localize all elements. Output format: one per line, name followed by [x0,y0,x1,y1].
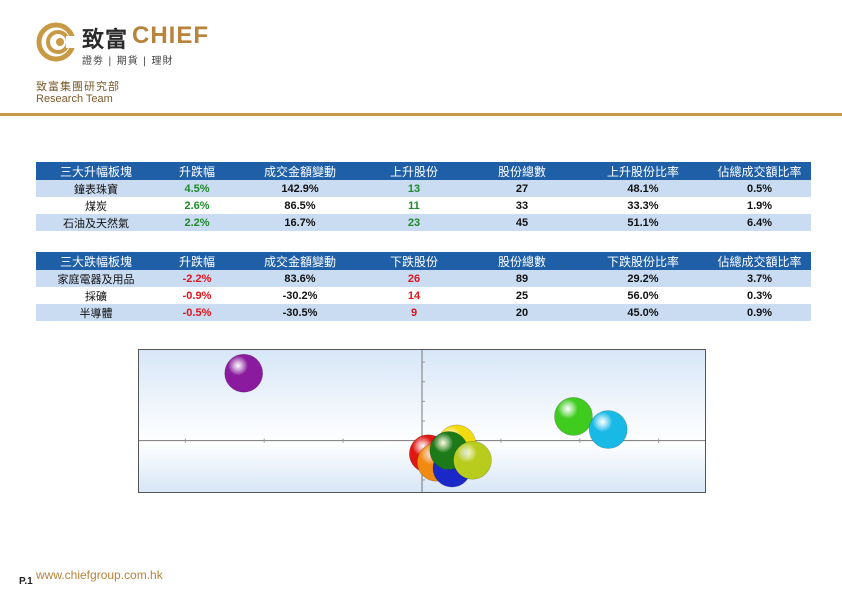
website-link[interactable]: www.chiefgroup.com.hk [36,568,163,582]
turnover-share: 3.7% [708,270,811,287]
change-pct: 4.5% [156,180,238,197]
column-header: 下跌股份比率 [578,252,708,270]
turnover-share: 0.5% [708,180,811,197]
turnover-change: -30.2% [238,287,362,304]
total-count: 89 [466,270,578,287]
total-count: 25 [466,287,578,304]
total-count: 27 [466,180,578,197]
table-row: 半導體 -0.5% -30.5% 9 20 45.0% 0.9% [36,304,811,321]
turnover-change: 142.9% [238,180,362,197]
declining-ratio: 45.0% [578,304,708,321]
turnover-change: 83.6% [238,270,362,287]
logo-english: CHIEF [132,22,209,49]
advancing-ratio: 51.1% [578,214,708,231]
logo-chinese: 致富 [82,28,129,53]
table-row: 石油及天然氣 2.2% 16.7% 23 45 51.1% 6.4% [36,214,811,231]
advancing-count: 23 [362,214,466,231]
plot-border [138,349,706,493]
turnover-change: -30.5% [238,304,362,321]
header-divider [0,113,842,116]
column-header: 三大升幅板塊 [36,162,156,180]
turnover-share: 0.9% [708,304,811,321]
table-header-row: 三大跌幅板塊 升跌幅 成交金額變動 下跌股份 股份總數 下跌股份比率 佔總成交額… [36,252,811,270]
column-header: 升跌幅 [156,252,238,270]
bubble-purple [224,353,264,393]
declining-count: 14 [362,287,466,304]
department-chinese: 致富集團研究部 [36,80,120,93]
advancing-ratio: 48.1% [578,180,708,197]
column-header: 成交金額變動 [238,252,362,270]
page-number: P.1 [19,576,33,587]
bubble-yellow-green [453,440,492,480]
table-row: 家庭電器及用品 -2.2% 83.6% 26 89 29.2% 3.7% [36,270,811,287]
turnover-change: 16.7% [238,214,362,231]
advancing-count: 13 [362,180,466,197]
bubble-green [554,397,593,436]
table-row: 煤炭 2.6% 86.5% 11 33 33.3% 1.9% [36,197,811,214]
turnover-share: 0.3% [708,287,811,304]
department-english: Research Team [36,93,113,105]
total-count: 33 [466,197,578,214]
sector-name: 採礦 [36,287,156,304]
bubble-cyan [588,410,628,449]
column-header: 股份總數 [466,162,578,180]
sector-name: 半導體 [36,304,156,321]
sector-name: 石油及天然氣 [36,214,156,231]
advancing-count: 11 [362,197,466,214]
column-header: 股份總數 [466,252,578,270]
logo-tagline: 證劵 | 期貨 | 理財 [82,56,174,67]
table-row: 鐘表珠寶 4.5% 142.9% 13 27 48.1% 0.5% [36,180,811,197]
column-header: 三大跌幅板塊 [36,252,156,270]
sector-name: 鐘表珠寶 [36,180,156,197]
column-header: 下跌股份 [362,252,466,270]
declining-ratio: 56.0% [578,287,708,304]
turnover-share: 1.9% [708,197,811,214]
table-row: 採礦 -0.9% -30.2% 14 25 56.0% 0.3% [36,287,811,304]
declining-count: 26 [362,270,466,287]
column-header: 升跌幅 [156,162,238,180]
advancing-ratio: 33.3% [578,197,708,214]
chief-logo-icon [36,22,76,62]
change-pct: 2.6% [156,197,238,214]
sector-name: 家庭電器及用品 [36,270,156,287]
column-header: 成交金額變動 [238,162,362,180]
column-header: 佔總成交額比率 [708,162,811,180]
total-count: 45 [466,214,578,231]
top-sectors-losers-table: 三大跌幅板塊 升跌幅 成交金額變動 下跌股份 股份總數 下跌股份比率 佔總成交額… [36,252,811,321]
sector-name: 煤炭 [36,197,156,214]
column-header: 上升股份比率 [578,162,708,180]
declining-count: 9 [362,304,466,321]
table-header-row: 三大升幅板塊 升跌幅 成交金額變動 上升股份 股份總數 上升股份比率 佔總成交額… [36,162,811,180]
change-pct: 2.2% [156,214,238,231]
turnover-share: 6.4% [708,214,811,231]
declining-ratio: 29.2% [578,270,708,287]
column-header: 上升股份 [362,162,466,180]
change-pct: -2.2% [156,270,238,287]
change-pct: -0.5% [156,304,238,321]
top-sectors-gainers-table: 三大升幅板塊 升跌幅 成交金額變動 上升股份 股份總數 上升股份比率 佔總成交額… [36,162,811,231]
sector-bubble-chart [138,349,706,493]
change-pct: -0.9% [156,287,238,304]
column-header: 佔總成交額比率 [708,252,811,270]
total-count: 20 [466,304,578,321]
turnover-change: 86.5% [238,197,362,214]
